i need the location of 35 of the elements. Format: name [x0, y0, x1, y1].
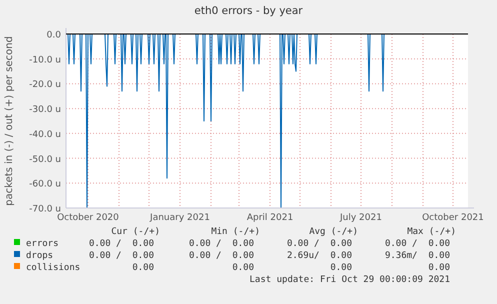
y-tick-label: -40.0 u	[29, 130, 61, 140]
legend-label: drops	[26, 251, 54, 261]
text: 0.00	[428, 263, 450, 273]
text: 0.00 / 0.00	[188, 239, 254, 249]
text: 0.00 / 0.00	[384, 239, 450, 249]
x-tick-label: April 2021	[246, 213, 294, 223]
text: Avg (-/+)	[309, 227, 358, 237]
y-tick-label: -50.0 u	[29, 154, 61, 165]
text: Max (-/+)	[407, 227, 456, 237]
text: 0.00	[232, 263, 254, 273]
text: 0.00 / 0.00	[286, 239, 352, 249]
text: 0.00 / 0.00	[88, 239, 154, 249]
text: 2.69u/ 0.00	[286, 251, 352, 261]
text: 0.00	[132, 263, 154, 273]
y-tick-label: 0.0	[46, 30, 62, 40]
text: 0.00	[330, 263, 352, 273]
y-tick-label: -30.0 u	[29, 105, 61, 116]
text: Last update: Fri Oct 29 00:00:09 2021	[250, 275, 450, 285]
x-tick-label: October 2020	[57, 213, 120, 223]
legend-label: collisions	[26, 263, 80, 273]
x-tick-label: January 2021	[149, 213, 210, 223]
y-tick-label: -20.0 u	[29, 80, 61, 90]
text: Cur (-/+)	[111, 227, 160, 237]
chart-title: eth0 errors - by year	[194, 5, 304, 17]
y-axis-title: packets in (-) / out (+) per second	[4, 36, 15, 206]
x-tick-label: October 2021	[422, 213, 484, 223]
text: 0.00 / 0.00	[188, 251, 254, 261]
y-tick-label: -70.0 u	[29, 204, 61, 214]
x-tick-label: July 2021	[339, 213, 382, 223]
y-tick-label: -10.0 u	[29, 55, 61, 66]
text: Min (-/+)	[211, 227, 260, 237]
text: 0.00 / 0.00	[88, 251, 154, 261]
legend-label: errors	[26, 239, 59, 249]
y-tick-label: -60.0 u	[29, 180, 61, 190]
text: 9.36m/ 0.00	[384, 251, 450, 261]
